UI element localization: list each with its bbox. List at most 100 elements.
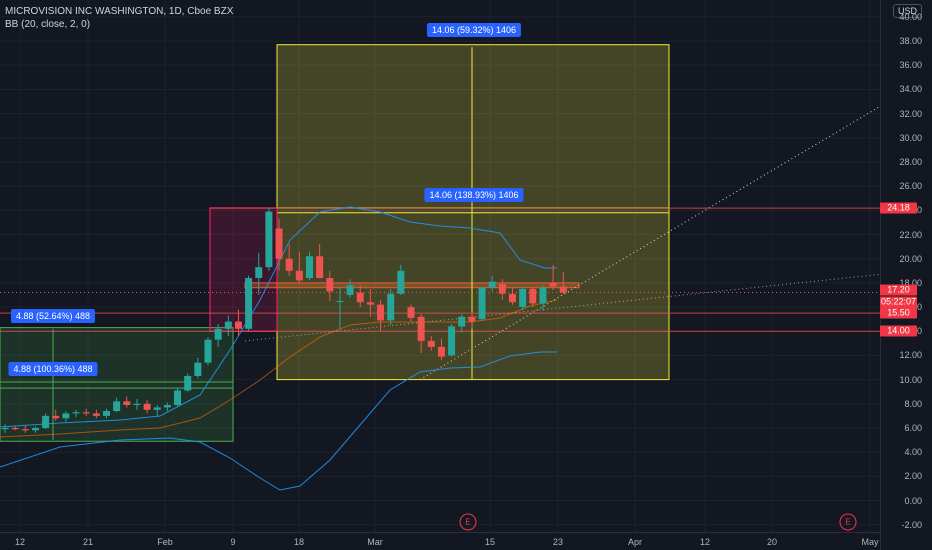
candle-body — [72, 412, 80, 414]
earnings-marker[interactable]: E — [839, 513, 857, 531]
currency-button[interactable]: USD — [893, 4, 923, 18]
candle-body — [336, 301, 344, 303]
candle-body — [498, 284, 506, 294]
price-tick-label: 0.00 — [904, 495, 922, 506]
candle-body — [437, 346, 445, 357]
price-tick-label: 28.00 — [899, 156, 922, 167]
measurement-label[interactable]: 14.06 (138.93%) 1406 — [424, 188, 524, 202]
price-tick-label: 22.00 — [899, 229, 922, 240]
candle-body — [539, 287, 547, 304]
price-tick-label: 36.00 — [899, 60, 922, 71]
trend-line-flat — [244, 273, 881, 342]
candle-body — [52, 415, 60, 419]
time-tick-label: Apr — [627, 537, 643, 547]
price-tick-label: 38.00 — [899, 36, 922, 47]
price-tick-label: 30.00 — [899, 132, 922, 143]
price-tick-label: 18.00 — [899, 277, 922, 288]
price-tick-label: 34.00 — [899, 84, 922, 95]
candle-body — [265, 211, 273, 268]
candle-body — [407, 307, 415, 318]
candle-body — [509, 293, 516, 303]
candle-body — [1, 427, 9, 430]
symbol-title[interactable]: MICROVISION INC WASHINGTON, 1D, Cboe BZX — [5, 6, 234, 17]
candle-body — [397, 270, 405, 294]
candle-body — [163, 404, 171, 408]
candle-body — [21, 429, 29, 431]
candle-body — [488, 281, 496, 288]
time-tick-label: 12 — [699, 537, 711, 547]
candle-body — [366, 302, 374, 305]
time-tick-label: 15 — [484, 537, 496, 547]
candle-body — [285, 258, 293, 271]
bb-upper-band — [0, 206, 557, 428]
chart-legend: MICROVISION INC WASHINGTON, 1D, Cboe BZX… — [5, 5, 233, 31]
candle-body — [153, 407, 161, 410]
candle-body — [275, 228, 283, 259]
price-tick-label: 40.00 — [899, 11, 922, 22]
price-tick-label: 10.00 — [899, 374, 922, 385]
price-tick-label: 4.00 — [904, 447, 922, 458]
resistance-zone — [244, 282, 580, 289]
candle-body — [194, 362, 202, 376]
measurement-label[interactable]: 4.88 (100.36%) 488 — [8, 362, 98, 376]
candle-body — [377, 304, 385, 321]
candle-body — [549, 282, 557, 287]
price-tick-label: 26.00 — [899, 181, 922, 192]
candle-body — [184, 375, 192, 391]
candle-body — [478, 287, 486, 320]
measurement-label[interactable]: 4.88 (52.64%) 488 — [10, 309, 96, 323]
candle-body — [316, 256, 324, 279]
candle-body — [295, 270, 303, 281]
candle-body — [11, 427, 19, 430]
candle-body — [306, 256, 313, 279]
candle-body — [214, 328, 222, 340]
time-tick-label: Mar — [367, 537, 383, 547]
candle-body — [245, 278, 253, 329]
price-tag: 24.18 — [880, 202, 917, 214]
price-tick-label: -2.00 — [901, 519, 922, 530]
price-tag: 15.50 — [880, 307, 917, 319]
price-tick-label: 2.00 — [904, 471, 922, 482]
candle-body — [559, 286, 567, 293]
short-mid-band — [0, 381, 234, 389]
candle-body — [62, 413, 70, 419]
candle-body — [326, 278, 334, 292]
candle-body — [143, 403, 151, 410]
candle-body — [174, 390, 182, 405]
price-tag: 17.20 — [880, 284, 917, 296]
candle-body — [82, 412, 90, 414]
candle-body — [346, 285, 354, 295]
time-tick-label: 20 — [766, 537, 778, 547]
candle-body — [204, 339, 212, 363]
candle-body — [255, 267, 263, 279]
price-tick-label: 12.00 — [899, 350, 922, 361]
price-tick-label: 8.00 — [904, 398, 922, 409]
candle-body — [427, 340, 435, 347]
bb-basis — [0, 299, 558, 438]
indicator-title[interactable]: BB (20, close, 2, 0) — [5, 19, 91, 30]
candle-body — [92, 413, 100, 416]
time-tick-label: 21 — [82, 537, 94, 547]
time-tick-label: 18 — [293, 537, 305, 547]
candle-body — [387, 293, 395, 321]
short-position-box — [0, 327, 234, 442]
candle-body — [458, 316, 466, 327]
earnings-marker[interactable]: E — [459, 513, 477, 531]
candle-body — [224, 321, 232, 329]
price-tag: 14.00 — [880, 325, 917, 337]
time-tick-label: 23 — [552, 537, 564, 547]
candle-body — [113, 401, 121, 412]
price-tick-label: 20.00 — [899, 253, 922, 264]
bb-lower-band — [0, 351, 557, 491]
time-tick-label: Feb — [157, 537, 173, 547]
time-tick-label: 12 — [14, 537, 26, 547]
candle-body — [31, 427, 39, 431]
measurement-label[interactable]: 14.06 (59.32%) 1406 — [426, 23, 522, 37]
time-tick-label: 9 — [230, 537, 236, 547]
long-position-box — [276, 44, 670, 381]
price-tick-label: 32.00 — [899, 108, 922, 119]
time-tick-label: May — [861, 537, 879, 547]
candle-body — [133, 403, 141, 405]
